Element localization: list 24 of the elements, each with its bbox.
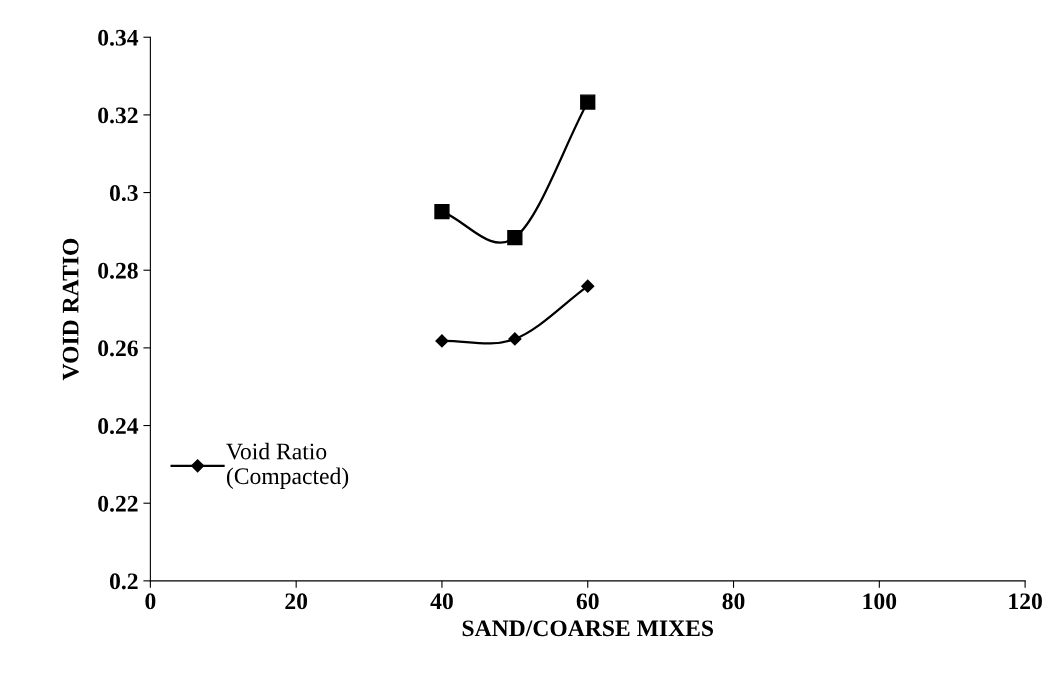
y-tick-label: 0.22 [98,495,138,512]
point [580,94,596,110]
legend-label: Void Ratio (Compacted) [226,442,349,489]
y-tick-label: 0.28 [98,262,138,279]
y-tick-label: 0.3 [109,185,138,202]
y-tick-label: 0.32 [98,107,138,124]
x-tick-label: 0 [145,593,156,610]
x-tick-label: 20 [285,593,308,610]
y-axis-title: VOID RATIO [62,238,79,381]
y-tick-label: 0.34 [98,29,139,46]
point [581,279,595,293]
x-tick-label: 100 [863,593,897,610]
x-tick-label: 80 [722,593,745,610]
x-tick-label: 60 [576,593,599,610]
point [434,203,450,220]
y-tick-label: 0.24 [98,418,139,435]
x-axis-title: SAND/COARSE MIXES [462,620,714,637]
x-tick-label: 40 [430,593,453,610]
y-tick-label: 0.26 [98,340,138,357]
point [507,229,523,246]
x-tick-label: 120 [1009,593,1042,610]
point [435,334,449,348]
y-tick-label: 0.2 [109,573,138,590]
point [508,332,522,346]
